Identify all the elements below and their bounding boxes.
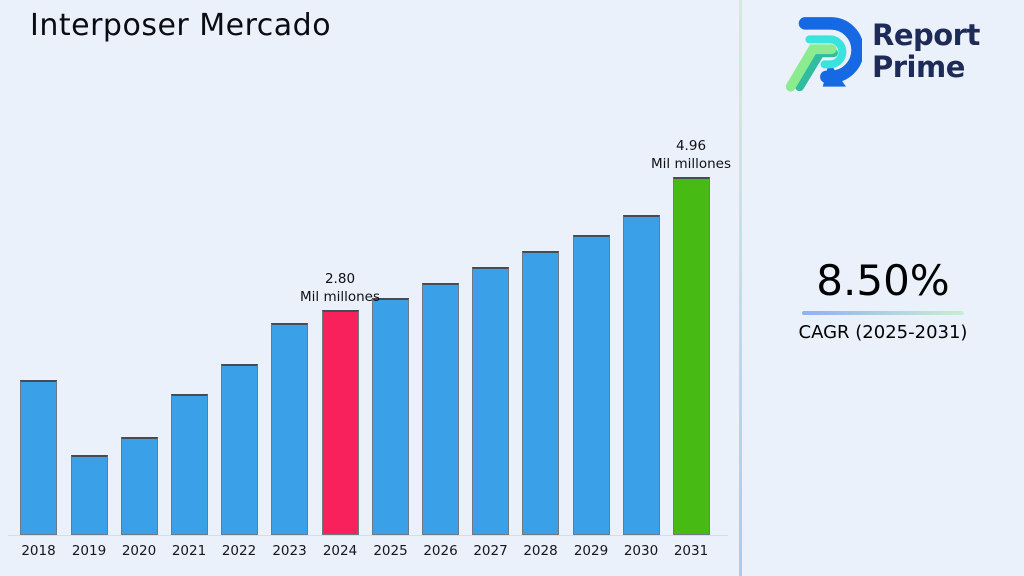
bar-2028 bbox=[522, 251, 559, 535]
report-prime-logo-text: Report Prime bbox=[872, 19, 980, 83]
annotation-value: 4.96 bbox=[675, 137, 707, 154]
page-title: Interposer Mercado bbox=[30, 8, 332, 43]
annotation-unit: Mil millones bbox=[651, 155, 731, 172]
cagr-label: CAGR (2025-2031) bbox=[798, 322, 968, 343]
x-tick-label-2030: 2030 bbox=[623, 543, 659, 559]
x-tick-label-2027: 2027 bbox=[473, 543, 508, 559]
x-tick-label-2026: 2026 bbox=[423, 543, 458, 559]
bar-2024 bbox=[321, 310, 359, 535]
bar-2020 bbox=[120, 437, 158, 535]
x-tick-label-2029: 2029 bbox=[573, 543, 609, 559]
x-tick-label-2028: 2028 bbox=[523, 543, 558, 559]
bar-2022 bbox=[220, 364, 258, 535]
bar-2030 bbox=[622, 215, 660, 535]
annotation-value: 2.80 bbox=[324, 270, 356, 287]
x-tick-label-2020: 2020 bbox=[121, 543, 157, 559]
bar-2025 bbox=[372, 298, 409, 535]
bar-2021 bbox=[170, 394, 208, 535]
bar-2019 bbox=[70, 455, 108, 535]
x-tick-label-2018: 2018 bbox=[21, 543, 56, 559]
annotation-unit: Mil millones bbox=[300, 288, 380, 305]
x-tick-label-2023: 2023 bbox=[272, 543, 307, 559]
cagr-panel: 8.50% CAGR (2025-2031) bbox=[742, 256, 1024, 343]
cagr-value: 8.50% bbox=[816, 256, 950, 305]
vertical-divider bbox=[739, 0, 742, 576]
x-tick-label-2025: 2025 bbox=[373, 543, 408, 559]
annotation-2031: 4.96 Mil millones bbox=[621, 137, 761, 173]
bar-2026 bbox=[422, 283, 459, 535]
bar-2018 bbox=[20, 380, 57, 535]
report-prime-logo: Report Prime bbox=[780, 8, 980, 94]
logo-text-line1: Report bbox=[872, 18, 980, 52]
x-axis-line bbox=[8, 535, 728, 536]
x-tick-label-2031: 2031 bbox=[673, 543, 709, 559]
logo-text-line2: Prime bbox=[872, 50, 965, 84]
bar-2023 bbox=[271, 323, 308, 535]
bar-2029 bbox=[572, 235, 610, 535]
report-prime-logo-icon bbox=[785, 17, 862, 92]
x-tick-label-2019: 2019 bbox=[71, 543, 107, 559]
annotation-2024: 2.80 Mil millones bbox=[270, 270, 410, 306]
x-tick-label-2022: 2022 bbox=[221, 543, 257, 559]
x-tick-label-2024: 2024 bbox=[322, 543, 358, 559]
bar-2031 bbox=[672, 177, 710, 535]
cagr-underline-accent bbox=[802, 311, 964, 315]
x-tick-label-2021: 2021 bbox=[171, 543, 207, 559]
bar-2027 bbox=[472, 267, 509, 535]
